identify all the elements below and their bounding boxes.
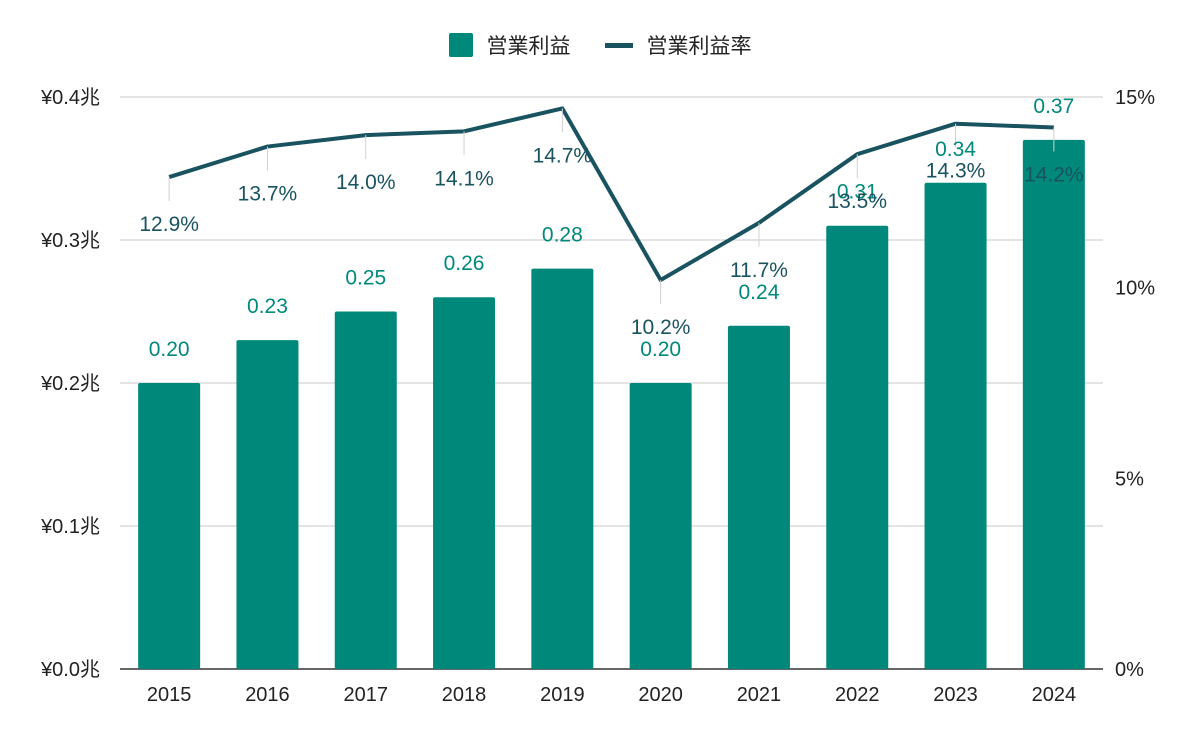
bar <box>629 383 692 669</box>
x-tick-label: 2019 <box>540 684 585 706</box>
x-tick-label: 2018 <box>442 684 487 706</box>
line-data-label: 14.1% <box>434 167 494 190</box>
y-left-tick-label: ¥0.2兆 <box>40 372 100 395</box>
legend-item-operating-profit: 営業利益 <box>448 30 571 60</box>
line-data-label: 10.2% <box>631 316 691 339</box>
bar <box>826 225 889 669</box>
line-data-label: 14.0% <box>336 171 396 194</box>
bar <box>138 383 201 669</box>
line-series <box>168 106 1054 283</box>
x-tick-label: 2023 <box>933 684 978 706</box>
legend-swatch-bar <box>448 33 473 57</box>
x-tick-label: 2022 <box>835 684 880 706</box>
bar <box>727 325 790 669</box>
x-tick-label: 2016 <box>245 684 290 706</box>
legend-label-operating-margin: 営業利益率 <box>646 35 752 58</box>
bar-data-label: 0.28 <box>542 224 583 247</box>
y-right-tick-label: 10% <box>1115 278 1155 300</box>
bar <box>1022 139 1085 669</box>
bar-data-label: 0.34 <box>935 138 976 161</box>
bar <box>924 182 987 670</box>
line-data-label: 11.7% <box>730 259 788 282</box>
y-left-tick-label: ¥0.4兆 <box>40 86 100 109</box>
bar-data-label: 0.20 <box>640 338 681 361</box>
line-data-label: 13.7% <box>238 183 298 206</box>
line-data-label: 14.2% <box>1024 164 1084 187</box>
bar-data-label: 0.26 <box>444 252 485 275</box>
y-right-tick-label: 5% <box>1115 468 1144 490</box>
x-tick-label: 2015 <box>147 684 192 706</box>
line-data-label: 14.7% <box>533 144 593 167</box>
bar <box>531 268 594 669</box>
bar-data-label: 0.31 <box>837 181 878 204</box>
line-data-label: 13.5% <box>827 190 887 213</box>
line-data-label: 14.3% <box>926 160 986 183</box>
line-data-label: 12.9% <box>139 213 199 236</box>
y-left-tick-label: ¥0.3兆 <box>40 229 100 252</box>
legend-swatch-line <box>604 42 633 48</box>
legend-item-operating-margin: 営業利益率 <box>604 30 752 60</box>
bar-data-label: 0.37 <box>1033 95 1074 118</box>
legend-label-operating-profit: 営業利益 <box>486 35 571 58</box>
x-tick-label: 2017 <box>344 684 389 706</box>
y-left-tick-label: ¥0.1兆 <box>40 515 100 538</box>
bar-data-label: 0.24 <box>739 281 780 304</box>
x-tick-label: 2024 <box>1032 684 1077 706</box>
y-left-tick-label: ¥0.0兆 <box>40 658 100 681</box>
legend: 営業利益 営業利益率 <box>0 30 1200 60</box>
bar <box>334 311 397 669</box>
x-tick-label: 2020 <box>638 684 683 706</box>
bar <box>236 340 299 669</box>
y-right-tick-label: 15% <box>1115 87 1155 109</box>
bar-data-label: 0.20 <box>149 338 190 361</box>
bar-data-label: 0.23 <box>247 295 288 318</box>
bar <box>433 297 496 669</box>
bar-data-label: 0.25 <box>345 267 386 290</box>
y-right-tick-label: 0% <box>1115 659 1144 681</box>
x-tick-label: 2021 <box>737 684 782 706</box>
